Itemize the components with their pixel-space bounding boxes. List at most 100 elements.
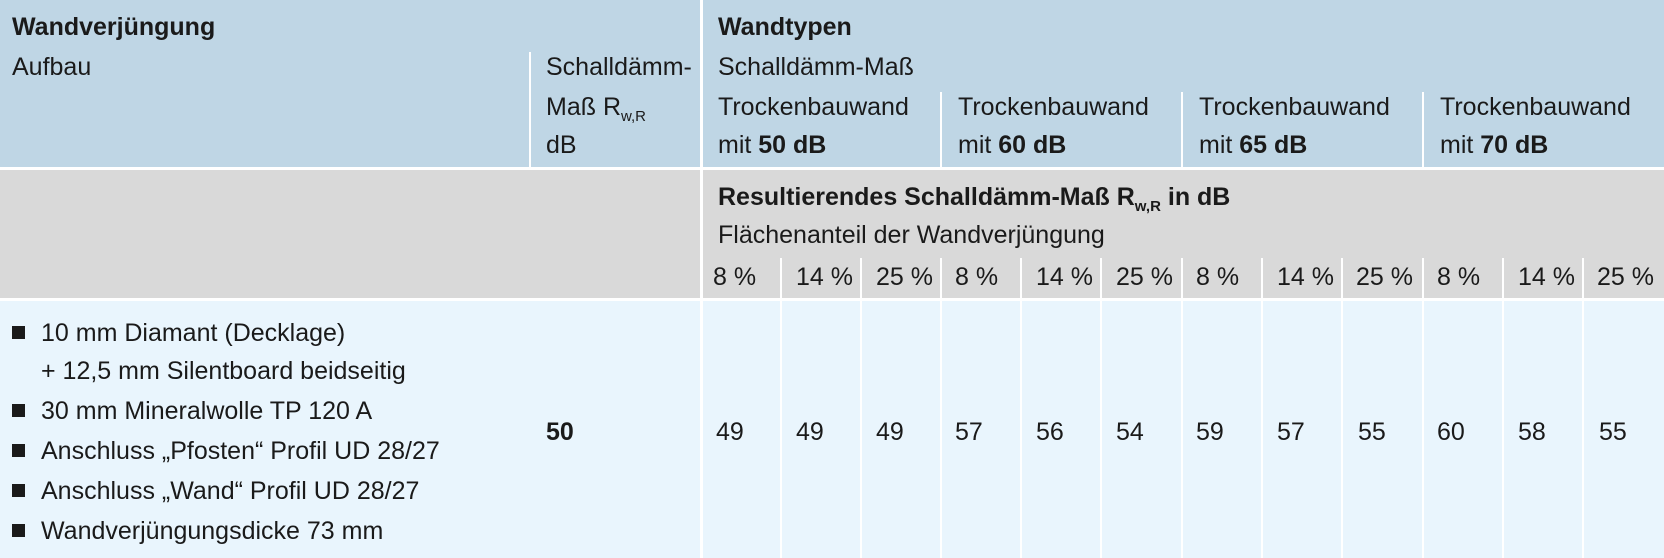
wall-type-line2: mit 50 dB xyxy=(718,130,826,160)
table-cell: 55 xyxy=(1358,418,1386,446)
column-divider xyxy=(700,0,703,558)
column-divider xyxy=(1502,301,1504,558)
table-row xyxy=(0,301,1664,558)
wandtypen-sdm-label: Schalldämm-Maß xyxy=(718,53,914,81)
list-item: Wandverjüngungsdicke 73 mm xyxy=(12,516,383,546)
column-header-aufbau: Aufbau xyxy=(12,53,92,81)
list-item: 10 mm Diamant (Decklage) xyxy=(12,318,345,348)
column-divider xyxy=(1341,258,1343,298)
percentage-label: 8 % xyxy=(1437,263,1481,291)
percentage-label: 25 % xyxy=(1116,263,1173,291)
wall-type-prefix: mit xyxy=(718,131,759,159)
percentage-label: 14 % xyxy=(1036,263,1093,291)
wall-type-line1: Trockenbauwand xyxy=(958,93,1149,121)
bullet-square-icon xyxy=(12,444,25,457)
column-divider xyxy=(1261,258,1263,298)
table-cell: 56 xyxy=(1036,418,1064,446)
wall-type-line1: Trockenbauwand xyxy=(1199,93,1390,121)
result-title-main: Resultierendes Schalldämm-Maß R xyxy=(718,183,1135,211)
wall-type-prefix: mit xyxy=(958,131,999,159)
wall-type-prefix: mit xyxy=(1199,131,1240,159)
column-divider xyxy=(1422,258,1424,298)
table-cell: 57 xyxy=(955,418,983,446)
column-divider xyxy=(1582,301,1584,558)
sdm-value: 50 xyxy=(546,418,574,446)
percentage-label: 8 % xyxy=(713,263,757,291)
column-divider xyxy=(940,92,942,167)
percentage-label: 25 % xyxy=(1597,263,1654,291)
table-cell: 54 xyxy=(1116,418,1144,446)
result-title-subscript: w,R xyxy=(1134,198,1161,215)
bullet-square-icon xyxy=(12,404,25,417)
column-divider xyxy=(529,52,531,167)
list-item: 30 mm Mineralwolle TP 120 A xyxy=(12,396,372,426)
column-divider xyxy=(1422,301,1424,558)
column-divider xyxy=(1502,258,1504,298)
list-item-text: Anschluss „Pfosten“ Profil UD 28/27 xyxy=(41,437,440,465)
percentage-label: 25 % xyxy=(876,263,933,291)
column-divider xyxy=(780,258,782,298)
table-cell: 49 xyxy=(796,418,824,446)
wall-type-value: 65 dB xyxy=(1239,131,1308,159)
wall-type-line2: mit 60 dB xyxy=(958,130,1066,160)
result-title-unit: in dB xyxy=(1160,183,1231,211)
result-title: Resultierendes Schalldämm-Maß Rw,R in dB xyxy=(718,182,1230,216)
column-divider xyxy=(1341,301,1343,558)
wall-type-line1: Trockenbauwand xyxy=(1440,93,1631,121)
column-divider xyxy=(1100,258,1102,298)
column-divider xyxy=(940,258,942,298)
wall-type-value: 70 dB xyxy=(1480,131,1549,159)
table-cell: 60 xyxy=(1437,418,1465,446)
column-divider xyxy=(1582,258,1584,298)
column-divider xyxy=(1181,92,1183,167)
column-divider xyxy=(780,301,782,558)
column-divider xyxy=(1181,258,1183,298)
table-cell: 59 xyxy=(1196,418,1224,446)
column-divider xyxy=(860,301,862,558)
percentage-label: 8 % xyxy=(955,263,999,291)
table-subheader xyxy=(0,170,1664,298)
wall-type-prefix: mit xyxy=(1440,131,1481,159)
wall-type-value: 60 dB xyxy=(998,131,1067,159)
area-share-label: Flächenanteil der Wandverjüngung xyxy=(718,221,1105,249)
wall-type-line2: mit 65 dB xyxy=(1199,130,1307,160)
table-header xyxy=(0,0,1664,167)
column-header-sdm-unit: dB xyxy=(546,131,577,159)
column-divider xyxy=(1261,301,1263,558)
column-divider xyxy=(1100,301,1102,558)
column-divider xyxy=(860,258,862,298)
percentage-label: 14 % xyxy=(1518,263,1575,291)
wall-type-value: 50 dB xyxy=(758,131,827,159)
column-header-sdm-line2: Maß Rw,R xyxy=(546,92,646,126)
bullet-square-icon xyxy=(12,484,25,497)
column-divider xyxy=(1020,258,1022,298)
table-cell: 49 xyxy=(876,418,904,446)
bullet-square-icon xyxy=(12,326,25,339)
percentage-label: 25 % xyxy=(1356,263,1413,291)
percentage-label: 8 % xyxy=(1196,263,1240,291)
list-item: + 12,5 mm Silentboard beidseitig xyxy=(41,357,406,385)
column-divider xyxy=(1020,301,1022,558)
table-cell: 58 xyxy=(1518,418,1546,446)
column-divider xyxy=(1181,301,1183,558)
sdm-subscript: w,R xyxy=(621,108,647,125)
sdm-symbol: Maß R xyxy=(546,93,621,121)
percentage-label: 14 % xyxy=(796,263,853,291)
column-divider xyxy=(940,301,942,558)
list-item-text: Anschluss „Wand“ Profil UD 28/27 xyxy=(41,477,420,505)
list-item: Anschluss „Wand“ Profil UD 28/27 xyxy=(12,476,419,506)
wall-type-line1: Trockenbauwand xyxy=(718,93,909,121)
list-item-text: 30 mm Mineralwolle TP 120 A xyxy=(41,397,373,425)
table-cell: 57 xyxy=(1277,418,1305,446)
list-item-text: 10 mm Diamant (Decklage) xyxy=(41,319,346,347)
table-cell: 55 xyxy=(1599,418,1627,446)
bullet-square-icon xyxy=(12,524,25,537)
wall-type-line2: mit 70 dB xyxy=(1440,130,1548,160)
column-header-sdm-line1: Schalldämm- xyxy=(546,53,692,81)
list-item: Anschluss „Pfosten“ Profil UD 28/27 xyxy=(12,436,440,466)
section-title: Wandverjüngung xyxy=(12,13,216,41)
table-cell: 49 xyxy=(716,418,744,446)
list-item-text: Wandverjüngungsdicke 73 mm xyxy=(41,517,384,545)
section-title-wandtypen: Wandtypen xyxy=(718,13,852,41)
percentage-label: 14 % xyxy=(1277,263,1334,291)
